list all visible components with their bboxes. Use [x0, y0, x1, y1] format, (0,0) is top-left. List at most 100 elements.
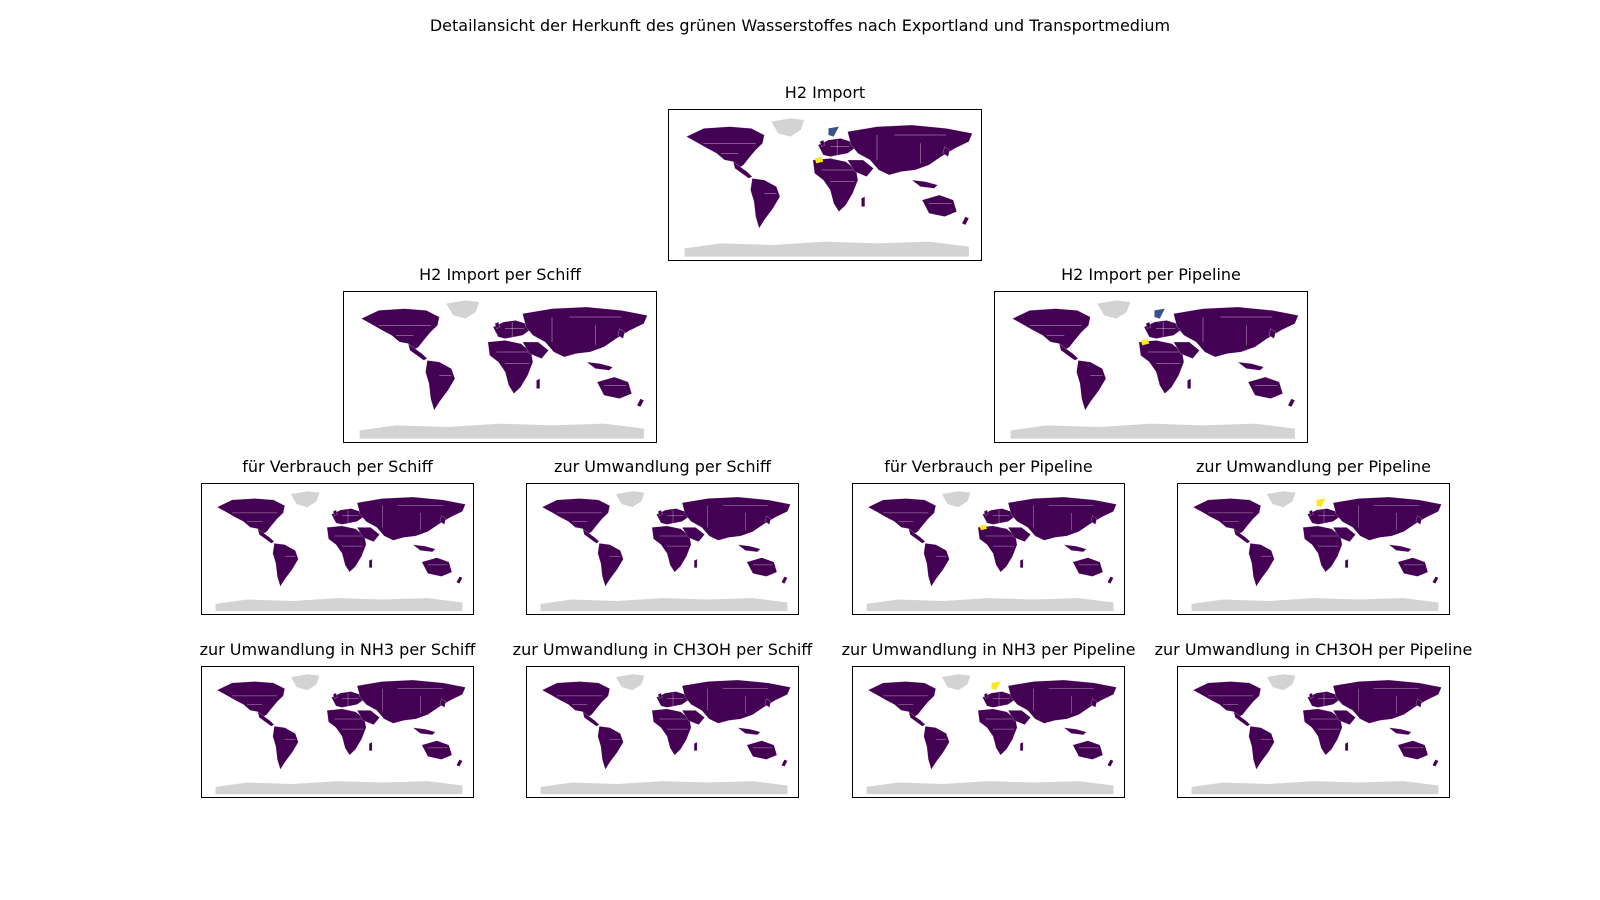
highlighted-country-norway [991, 681, 1001, 691]
country-region [272, 543, 299, 587]
world-map [866, 674, 1117, 795]
country-region [1187, 378, 1191, 389]
world-map [1010, 300, 1299, 439]
country-region [439, 515, 447, 525]
map-panel-title: zur Umwandlung per Schiff [554, 457, 771, 476]
country-region [867, 498, 936, 535]
country-region [817, 138, 855, 157]
country-region [781, 759, 788, 767]
no-data-region [771, 118, 805, 137]
country-region [356, 527, 380, 542]
country-region [586, 361, 613, 371]
country-region [764, 515, 772, 525]
country-region [1063, 544, 1087, 553]
country-region [1415, 515, 1423, 525]
country-region [439, 698, 447, 708]
no-data-region [684, 241, 969, 257]
no-data-region [615, 674, 645, 691]
country-region [1388, 727, 1412, 736]
country-region [921, 194, 957, 217]
country-region [369, 741, 373, 751]
map-frame [1177, 666, 1450, 798]
country-region [1388, 544, 1412, 553]
country-region [694, 741, 698, 751]
country-region [1287, 398, 1296, 408]
country-region [617, 328, 625, 339]
country-region [1090, 698, 1098, 708]
no-data-region [215, 598, 463, 612]
country-region [1248, 726, 1275, 770]
map-frame [668, 109, 982, 261]
no-data-region [1191, 781, 1439, 795]
map-frame [526, 666, 799, 798]
map-frame [201, 666, 474, 798]
world-map [684, 118, 973, 257]
country-region [356, 496, 466, 541]
map-panel-title: H2 Import per Pipeline [1061, 265, 1241, 284]
country-region [1007, 679, 1117, 724]
country-region [421, 740, 453, 760]
country-region [1020, 558, 1024, 568]
map-panel: für Verbrauch per Schiff [201, 457, 474, 615]
map-panel-title: H2 Import [784, 83, 866, 102]
country-region [456, 759, 463, 767]
country-region [425, 360, 456, 411]
country-region [597, 726, 624, 770]
country-region [1020, 741, 1024, 751]
country-region [1007, 496, 1117, 541]
country-region [1397, 740, 1429, 760]
map-panel-title: zur Umwandlung in NH3 per Pipeline [841, 640, 1136, 659]
country-region [847, 159, 874, 177]
country-region [332, 509, 338, 516]
country-region [1345, 741, 1349, 751]
country-region [681, 679, 791, 724]
country-region [597, 543, 624, 587]
no-data-region [1266, 491, 1296, 508]
country-region [216, 681, 285, 718]
country-region [737, 727, 761, 736]
country-region [1233, 711, 1251, 727]
country-region [923, 543, 950, 587]
country-region [636, 398, 645, 408]
country-region [746, 557, 778, 577]
map-panel: H2 Import [668, 83, 982, 261]
country-region [1308, 692, 1314, 699]
world-map [540, 674, 791, 795]
country-region [847, 124, 973, 176]
country-region [1432, 576, 1439, 584]
country-region [541, 498, 610, 535]
map-frame [201, 483, 474, 615]
map-frame [343, 291, 657, 443]
no-data-region [615, 491, 645, 508]
country-region [861, 196, 865, 207]
country-region [657, 692, 663, 699]
country-region [812, 158, 859, 212]
country-region [942, 146, 950, 157]
country-region [1058, 343, 1079, 361]
country-region [982, 691, 1015, 708]
country-region [923, 726, 950, 770]
no-data-region [290, 491, 320, 508]
map-panel: zur Umwandlung in NH3 per Pipeline [842, 640, 1135, 798]
country-region [361, 308, 440, 351]
country-region [1248, 543, 1275, 587]
highlighted-country-morocco [1140, 338, 1150, 346]
country-region [746, 740, 778, 760]
map-frame [852, 666, 1125, 798]
no-data-region [866, 781, 1114, 795]
no-data-region [941, 491, 971, 508]
map-panel: zur Umwandlung in CH3OH per Pipeline [1155, 640, 1472, 798]
country-region [257, 711, 275, 727]
country-region [867, 681, 936, 718]
country-region [1302, 525, 1343, 573]
country-region [977, 525, 1018, 573]
country-region [681, 527, 705, 542]
no-data-region [1191, 598, 1439, 612]
highlighted-country-norway [1154, 308, 1165, 319]
country-region [216, 498, 285, 535]
map-panel: für Verbrauch per Pipeline [852, 457, 1125, 615]
map-panel-title: zur Umwandlung per Pipeline [1196, 457, 1431, 476]
country-region [1268, 328, 1276, 339]
no-data-region [540, 781, 788, 795]
country-region [541, 681, 610, 718]
